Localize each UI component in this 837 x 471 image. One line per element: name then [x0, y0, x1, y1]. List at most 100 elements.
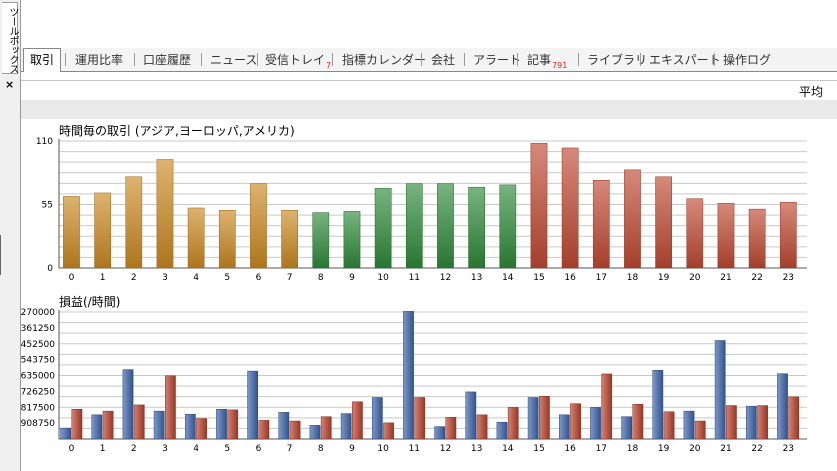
y-tick-label: 908750	[21, 419, 56, 429]
tab-account-history[interactable]: 口座履歴	[143, 51, 191, 69]
tab-journal[interactable]: 操作ログ	[723, 51, 771, 69]
tab-exposure[interactable]: 運用比率	[75, 51, 123, 69]
bar	[601, 373, 613, 440]
bar	[289, 420, 301, 440]
x-tick-label: 23	[783, 273, 794, 283]
toolbox-sidebar: ツールボックス ×	[0, 0, 21, 471]
bar	[745, 405, 757, 440]
y-tick-label: 55	[42, 201, 53, 211]
x-tick-label: 5	[224, 444, 230, 454]
bar	[414, 397, 426, 440]
tab-bar: 取引 運用比率 口座履歴 ニュース 受信トレイ7 指標カレンダー 会社 アラート…	[21, 48, 837, 72]
x-tick-label: 22	[751, 273, 762, 283]
average-label: 平均	[798, 85, 823, 99]
tab-separator	[201, 53, 202, 66]
bar	[374, 188, 392, 269]
bar	[437, 183, 454, 269]
bar	[621, 416, 633, 440]
bar	[156, 159, 174, 269]
tab-label: エキスパート	[649, 53, 721, 67]
bar	[527, 397, 539, 440]
tab-experts[interactable]: エキスパート	[649, 51, 721, 69]
x-tick-label: 2	[131, 444, 137, 454]
bar	[91, 414, 103, 440]
tab-separator	[714, 53, 715, 66]
toolbox-tab[interactable]: ツールボックス	[2, 2, 18, 74]
tab-label: 受信トレイ	[265, 53, 326, 67]
bar	[352, 401, 363, 440]
tab-separator	[65, 53, 66, 66]
x-tick-label: 5	[224, 273, 230, 283]
tab-calendar[interactable]: 指標カレンダー	[342, 51, 426, 69]
x-tick-label: 0	[69, 273, 75, 283]
y-tick-label: 452500	[21, 340, 56, 350]
x-tick-label: 17	[596, 273, 607, 283]
tab-library[interactable]: ライブラリ	[587, 51, 647, 69]
bar	[340, 413, 352, 440]
x-tick-label: 1	[100, 273, 106, 283]
tab-separator	[578, 53, 579, 66]
tab-alerts[interactable]: アラート	[473, 51, 521, 69]
y-tick-label: 110	[36, 137, 53, 147]
x-tick-label: 2	[131, 273, 137, 283]
bar	[726, 405, 737, 440]
bar	[383, 422, 394, 440]
tab-label: 記事	[527, 53, 552, 67]
y-tick-label: 543750	[21, 356, 56, 366]
bar	[165, 375, 176, 440]
x-tick-label: 23	[783, 444, 794, 454]
bar	[371, 397, 383, 440]
tab-label: アラート	[473, 53, 522, 67]
tab-mailbox[interactable]: 受信トレイ7	[265, 51, 332, 70]
tab-label: 指標カレンダー	[342, 53, 427, 67]
y-tick-label: 361250	[21, 324, 56, 334]
close-icon[interactable]: ×	[5, 78, 15, 91]
bar	[445, 417, 457, 440]
bar	[632, 404, 644, 440]
tab-articles[interactable]: 記事791	[527, 51, 567, 70]
bar	[624, 169, 641, 269]
header-band	[21, 100, 837, 119]
x-tick-label: 12	[440, 273, 451, 283]
x-tick-label: 0	[69, 444, 75, 454]
tab-separator	[640, 53, 641, 66]
x-tick-label: 18	[627, 273, 639, 283]
bar	[663, 411, 675, 440]
bar	[309, 425, 321, 440]
bar	[558, 414, 570, 440]
tab-label: ニュース	[210, 53, 258, 67]
bar	[476, 414, 488, 440]
x-tick-label: 6	[256, 273, 262, 283]
tab-label: 会社	[431, 53, 456, 67]
tab-label: ライブラリ	[587, 53, 648, 67]
mailbox-badge: 7	[326, 61, 332, 70]
bar	[757, 405, 768, 440]
x-tick-label: 15	[533, 273, 544, 283]
tab-label: 操作ログ	[723, 53, 772, 67]
bar	[60, 427, 72, 440]
tab-separator	[257, 53, 258, 66]
x-tick-label: 7	[287, 273, 293, 283]
x-tick-label: 1	[100, 444, 106, 454]
x-tick-label: 8	[318, 444, 324, 454]
tab-label: 口座履歴	[143, 53, 192, 67]
tab-company[interactable]: 会社	[431, 51, 455, 69]
x-tick-label: 19	[658, 444, 670, 454]
tab-separator	[517, 53, 518, 66]
tab-trades[interactable]: 取引	[23, 48, 62, 72]
bar	[655, 176, 672, 269]
bar	[250, 183, 267, 269]
bar	[133, 404, 145, 440]
x-tick-label: 10	[377, 444, 389, 454]
tab-news[interactable]: ニュース	[210, 51, 257, 69]
x-tick-label: 7	[287, 444, 293, 454]
tab-separator	[464, 53, 465, 66]
x-tick-label: 3	[162, 444, 168, 454]
bar	[694, 420, 706, 440]
x-tick-label: 3	[162, 273, 168, 283]
x-tick-label: 10	[377, 273, 389, 283]
x-tick-label: 20	[689, 444, 701, 454]
bar	[717, 203, 735, 269]
sidebar-edge-marks	[0, 235, 5, 275]
